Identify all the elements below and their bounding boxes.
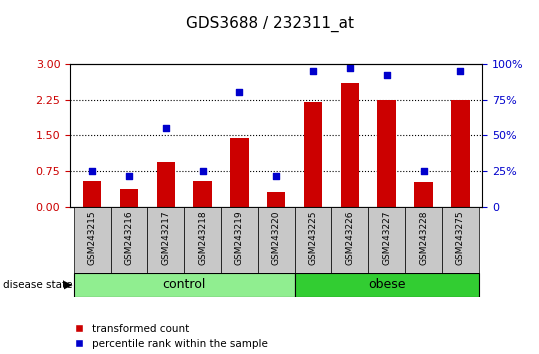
FancyBboxPatch shape [74, 207, 110, 273]
Point [309, 68, 317, 74]
FancyBboxPatch shape [442, 207, 479, 273]
Bar [414, 182, 433, 207]
FancyBboxPatch shape [221, 207, 258, 273]
Text: disease state: disease state [3, 280, 75, 290]
Bar [157, 162, 175, 207]
FancyBboxPatch shape [258, 207, 295, 273]
FancyBboxPatch shape [405, 207, 442, 273]
Point [125, 173, 133, 178]
FancyBboxPatch shape [368, 207, 405, 273]
Text: GSM243216: GSM243216 [125, 210, 134, 265]
Text: GSM243218: GSM243218 [198, 210, 207, 265]
Text: GSM243227: GSM243227 [382, 210, 391, 265]
FancyBboxPatch shape [74, 273, 295, 297]
FancyBboxPatch shape [331, 207, 368, 273]
Bar [304, 102, 322, 207]
Text: GSM243226: GSM243226 [345, 210, 354, 265]
Text: GSM243275: GSM243275 [456, 210, 465, 265]
Legend: transformed count, percentile rank within the sample: transformed count, percentile rank withi… [75, 324, 268, 349]
Point [88, 169, 96, 174]
Text: GSM243217: GSM243217 [161, 210, 170, 265]
Point [345, 65, 354, 71]
FancyBboxPatch shape [295, 207, 331, 273]
Bar [377, 99, 396, 207]
FancyBboxPatch shape [110, 207, 147, 273]
FancyBboxPatch shape [295, 273, 479, 297]
Text: control: control [163, 278, 206, 291]
Bar [451, 99, 469, 207]
FancyBboxPatch shape [184, 207, 221, 273]
Text: GSM243228: GSM243228 [419, 210, 428, 265]
Text: obese: obese [368, 278, 405, 291]
Bar [341, 83, 359, 207]
Bar [230, 138, 248, 207]
Text: GSM243225: GSM243225 [308, 210, 317, 265]
Point [162, 125, 170, 131]
Point [235, 90, 244, 95]
Text: GSM243219: GSM243219 [235, 210, 244, 265]
Bar [194, 181, 212, 207]
Bar [267, 192, 286, 207]
FancyBboxPatch shape [147, 207, 184, 273]
Bar [83, 181, 101, 207]
Point [382, 72, 391, 78]
Point [456, 68, 465, 74]
Text: GDS3688 / 232311_at: GDS3688 / 232311_at [185, 16, 354, 32]
Text: GSM243220: GSM243220 [272, 210, 281, 265]
Bar [120, 189, 138, 207]
Text: ▶: ▶ [64, 280, 72, 290]
Point [198, 169, 207, 174]
Text: GSM243215: GSM243215 [88, 210, 96, 265]
Point [272, 173, 281, 178]
Point [419, 169, 428, 174]
